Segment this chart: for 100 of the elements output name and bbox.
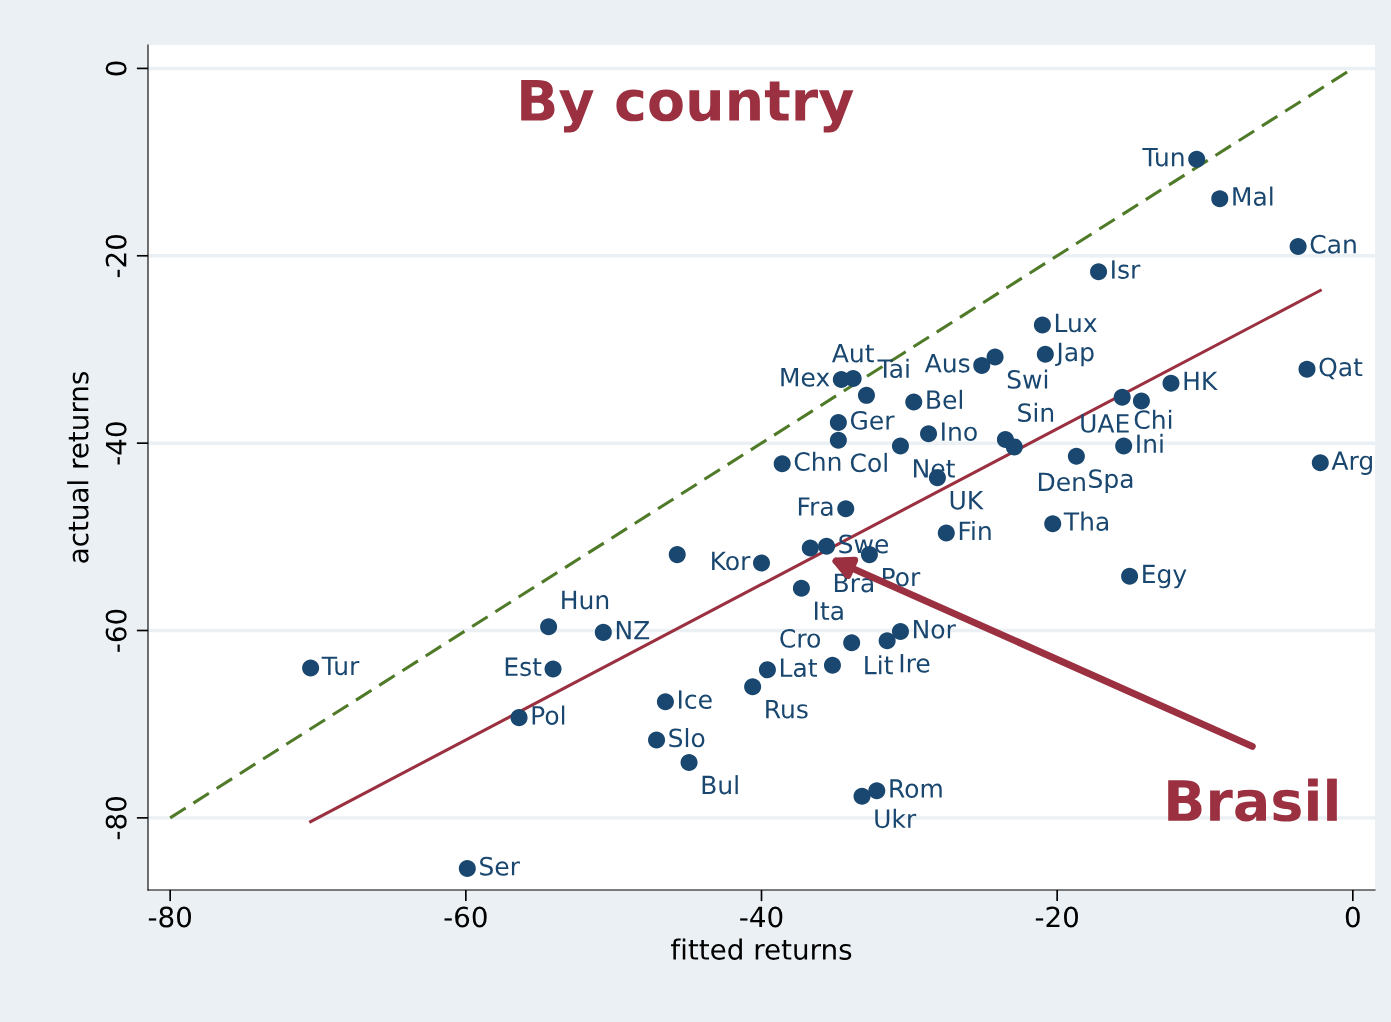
point — [744, 678, 762, 696]
point — [829, 431, 847, 449]
point — [302, 659, 320, 677]
point — [668, 546, 686, 564]
annotation: Ice — [678, 690, 712, 709]
y-tick-label: 0 — [105, 61, 127, 76]
annotation: Ukr — [875, 808, 917, 829]
annotation: Pol — [532, 705, 565, 725]
point — [680, 754, 698, 772]
annotation: Ino — [942, 422, 977, 442]
point — [868, 782, 886, 800]
y-tick-label: -80 — [105, 797, 127, 840]
annotation: Qat — [1319, 357, 1363, 380]
annotation: NZ — [616, 621, 650, 640]
annotation: Ire — [900, 654, 930, 673]
point — [844, 370, 862, 388]
annotation: Nor — [914, 620, 956, 639]
point — [1289, 237, 1307, 255]
annotation: Cro — [780, 628, 820, 648]
point — [843, 634, 861, 652]
annotation: Isr — [1112, 260, 1141, 279]
y-tick-label: -20 — [105, 234, 127, 278]
point — [752, 554, 771, 572]
annotation: Mal — [1233, 186, 1273, 206]
x-axis-title: fitted returns — [671, 938, 852, 960]
point — [905, 393, 923, 411]
annotation: Hun — [562, 590, 609, 610]
annotation: Den — [1038, 472, 1085, 492]
annotation: Jap — [1055, 342, 1094, 367]
annotation: Ita — [814, 601, 843, 621]
point — [829, 414, 847, 432]
y-tick-label: -60 — [105, 609, 127, 652]
annotation: HK — [1184, 371, 1218, 391]
annotation: Arg — [1331, 451, 1372, 475]
text: By country — [521, 80, 854, 133]
point — [853, 787, 871, 805]
annotation: Aus — [924, 354, 970, 373]
annotation: Mex — [781, 368, 830, 387]
annotation: Tun — [1142, 147, 1184, 167]
point — [891, 622, 909, 640]
point — [510, 709, 528, 727]
point — [973, 356, 991, 374]
point — [1033, 316, 1051, 334]
annotation: Tai — [877, 358, 909, 379]
annotation: Ser — [480, 856, 520, 876]
annotation: Rom — [890, 779, 942, 798]
x-tick-label: 0 — [1345, 906, 1360, 928]
annotation: Fin — [959, 520, 991, 540]
x-tick-label: -60 — [444, 906, 487, 928]
point — [648, 731, 666, 749]
point — [1121, 567, 1139, 585]
point — [758, 661, 776, 679]
annotation: Lit — [865, 655, 893, 675]
annotation: Kor — [712, 551, 751, 571]
annotation: Col — [850, 452, 887, 473]
point — [818, 537, 836, 555]
annotation: Slo — [669, 728, 705, 748]
point — [1036, 345, 1054, 363]
point — [1044, 515, 1062, 533]
point — [1132, 392, 1150, 410]
annotation: Lux — [1055, 313, 1097, 333]
point — [1113, 388, 1131, 406]
annotation: Est — [505, 657, 542, 677]
point — [837, 500, 855, 518]
point — [1298, 360, 1316, 378]
annotation: Chn — [794, 451, 841, 472]
point — [891, 437, 909, 455]
annotation: Egy — [1143, 564, 1187, 589]
point — [878, 632, 896, 650]
annotation: Spa — [1089, 469, 1133, 493]
point — [656, 693, 674, 711]
annotation: Fra — [798, 497, 833, 516]
point — [544, 660, 562, 678]
annotation: Aut — [831, 343, 874, 363]
point — [458, 859, 476, 877]
annotation: Tur — [321, 656, 360, 676]
annotation: Bul — [702, 775, 738, 795]
point — [540, 618, 558, 636]
x-tick-label: -80 — [148, 906, 192, 928]
point — [1005, 438, 1023, 456]
y-axis-title: actual returns — [67, 371, 89, 563]
annotation: UK — [950, 491, 984, 510]
point — [1311, 454, 1329, 472]
point — [1162, 374, 1180, 392]
point — [773, 455, 791, 473]
x-tick-label: -20 — [1035, 906, 1078, 928]
annotation: Sin — [1018, 402, 1054, 423]
annotation: Can — [1310, 234, 1356, 254]
point — [823, 656, 841, 674]
point — [1090, 263, 1108, 281]
x-tick-label: -40 — [740, 906, 783, 928]
point — [792, 579, 810, 597]
y-tick-label: -40 — [105, 422, 127, 465]
annotation: Brasil — [1168, 778, 1337, 822]
annotation: Rus — [766, 699, 808, 719]
point — [986, 348, 1004, 366]
point — [857, 386, 875, 404]
annotation: UAE — [1081, 414, 1129, 433]
annotation: Ger — [850, 410, 895, 430]
point — [1067, 447, 1085, 465]
